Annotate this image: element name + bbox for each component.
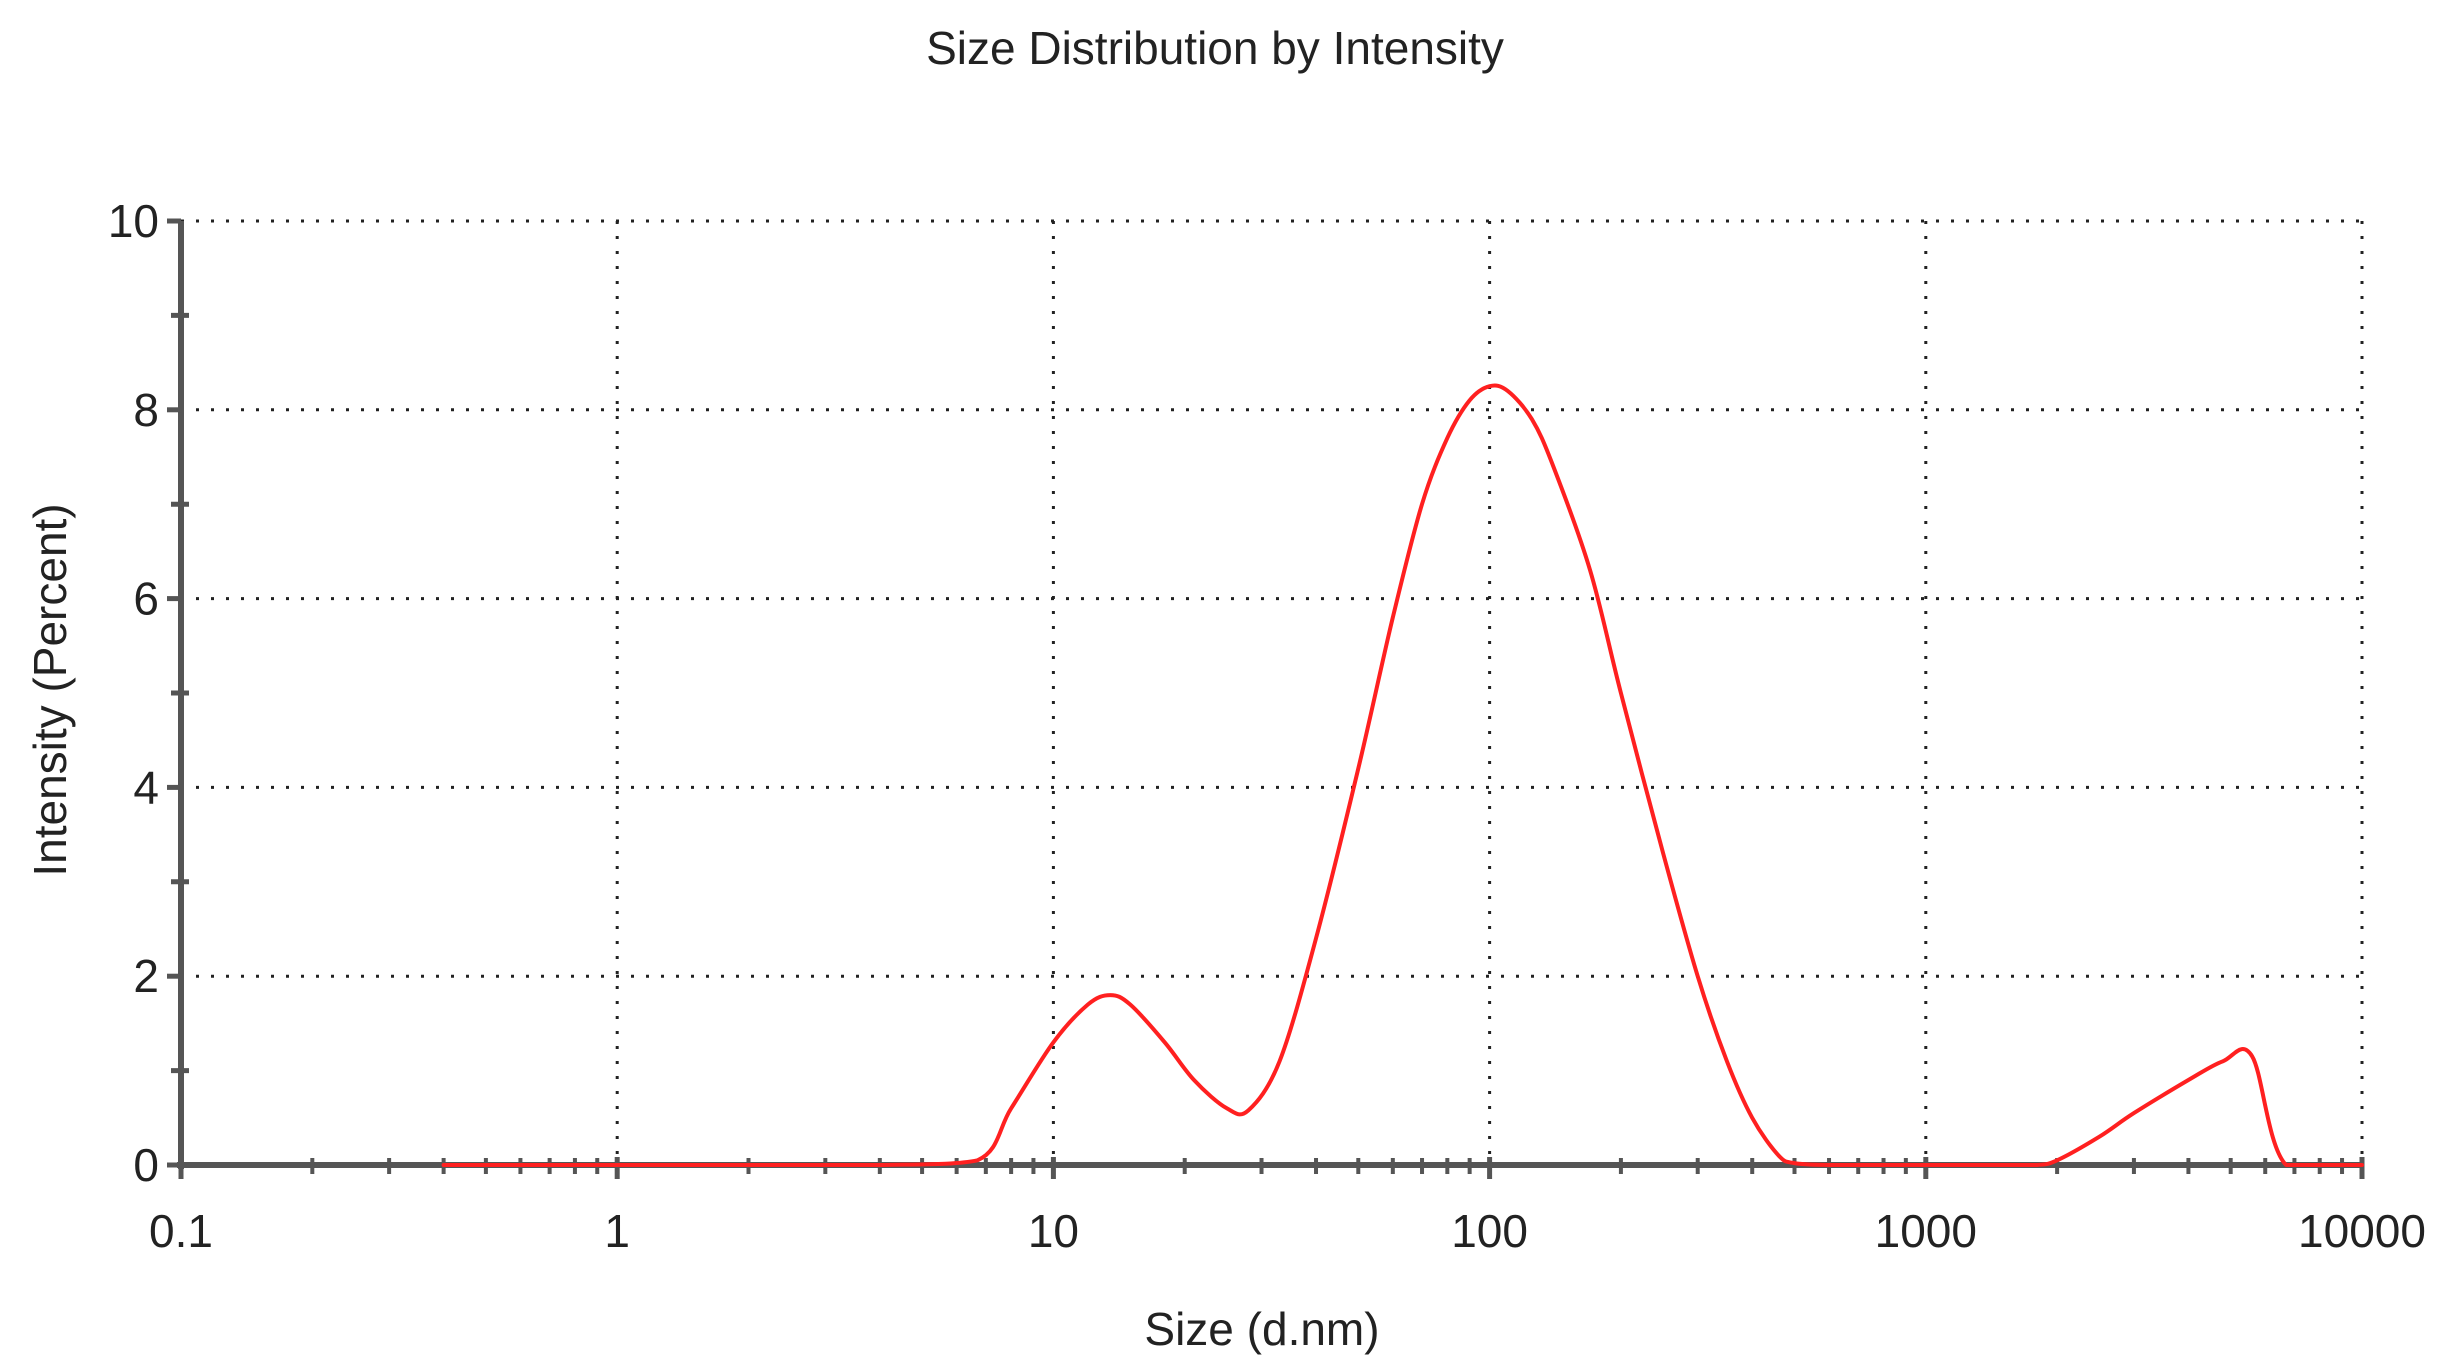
data-point (2132, 1111, 2136, 1115)
y-tick-label: 8 (133, 384, 159, 436)
data-point (1420, 502, 1424, 506)
data-point (1924, 1163, 1928, 1167)
data-point (2186, 1078, 2190, 1082)
data-point (1391, 616, 1395, 620)
data-point (615, 1163, 619, 1167)
y-tick-label: 2 (133, 950, 159, 1002)
data-point (1225, 1106, 1229, 1110)
y-tick-label: 0 (133, 1139, 159, 1191)
tick-labels: 0 2 4 6 8 10 0.1 1 10 100 1000 10000 (108, 195, 2426, 1257)
data-point (1619, 691, 1623, 695)
data-point (1696, 974, 1700, 978)
data-point (1445, 436, 1449, 440)
data-point (1086, 1003, 1090, 1007)
x-tick-label: 10 (1028, 1205, 1079, 1257)
data-point (1051, 1040, 1055, 1044)
x-tick-label: 1 (604, 1205, 630, 1257)
data-point (1958, 1163, 1962, 1167)
data-point (1506, 389, 1510, 393)
series-line (441, 383, 2364, 1168)
series-layer (441, 383, 2364, 1168)
chart-title: Size Distribution by Intensity (926, 22, 1504, 74)
data-point (1247, 1108, 1251, 1112)
data-point (1468, 398, 1472, 402)
data-point (1128, 1003, 1132, 1007)
x-tick-label: 100 (1451, 1205, 1528, 1257)
data-point (1314, 936, 1318, 940)
grid-lines (181, 219, 2364, 1165)
x-tick-label: 1000 (1875, 1205, 1977, 1257)
y-tick-label: 10 (108, 195, 159, 247)
data-point (2035, 1163, 2039, 1167)
data-point (2284, 1163, 2288, 1167)
data-point (878, 1163, 882, 1167)
data-point (1725, 1059, 1729, 1063)
data-point (1488, 384, 1492, 388)
data-point (1163, 1040, 1167, 1044)
axis-ticks (167, 218, 2365, 1179)
y-axis-label: Intensity (Percent) (24, 503, 76, 876)
data-point (1827, 1163, 1831, 1167)
data-point (1777, 1154, 1781, 1158)
x-tick-label: 10000 (2298, 1205, 2426, 1257)
data-point (2250, 1054, 2254, 1058)
y-tick-label: 6 (133, 573, 159, 625)
data-point (1750, 1116, 1754, 1120)
data-point (1551, 464, 1555, 468)
data-point (1588, 568, 1592, 572)
data-point (1009, 1106, 1013, 1110)
data-point (442, 1163, 446, 1167)
data-point (976, 1158, 980, 1162)
data-point (2221, 1059, 2225, 1063)
data-point (1356, 767, 1360, 771)
axes (177, 221, 2362, 1169)
data-point (1661, 852, 1665, 856)
data-point (1278, 1059, 1282, 1063)
data-point (1882, 1163, 1886, 1167)
data-point (2001, 1163, 2005, 1167)
data-point (1192, 1078, 1196, 1082)
data-point (1793, 1161, 1797, 1165)
y-tick-label: 4 (133, 761, 159, 813)
data-point (2097, 1135, 2101, 1139)
data-point (747, 1163, 751, 1167)
data-point (2360, 1163, 2364, 1167)
x-tick-label: 0.1 (149, 1205, 213, 1257)
data-point (1530, 417, 1534, 421)
data-point (1108, 993, 1112, 997)
x-axis-label: Size (d.nm) (1144, 1303, 1379, 1355)
data-point (2055, 1158, 2059, 1162)
